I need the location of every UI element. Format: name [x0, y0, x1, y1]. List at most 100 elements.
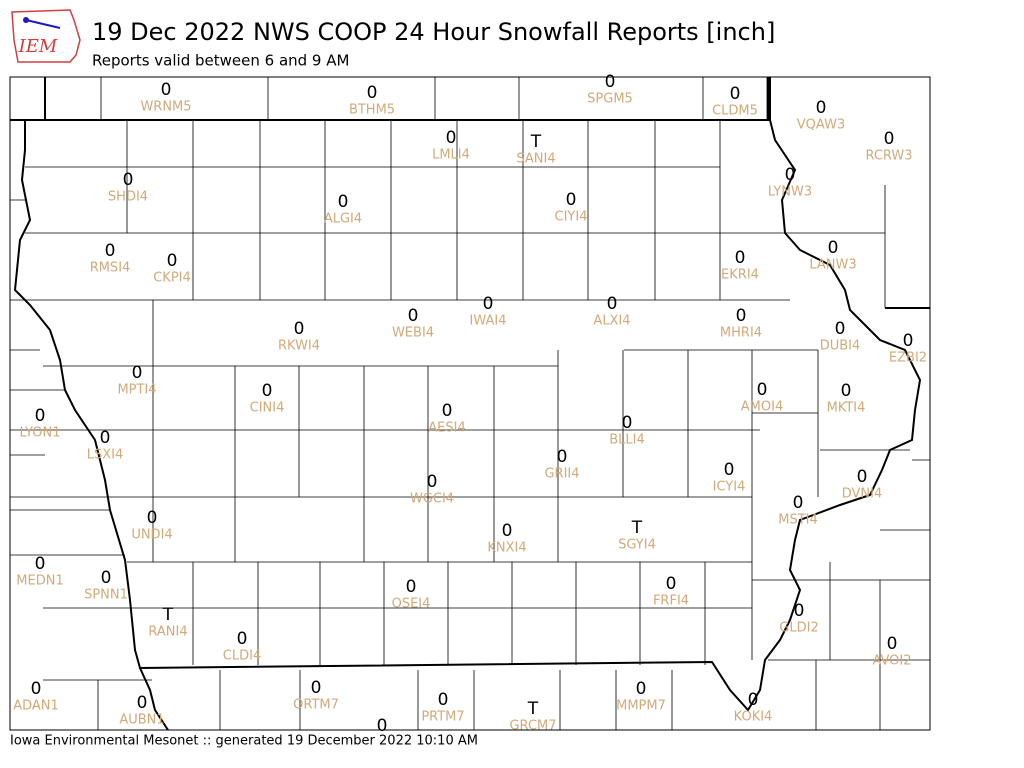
snowfall-value: 0: [622, 413, 633, 433]
snowfall-value: 0: [446, 128, 457, 148]
station-id: SPNN1: [84, 588, 128, 603]
station-id: KNXI4: [487, 541, 526, 556]
station-id: AMOI4: [741, 400, 783, 415]
station-id: MKTI4: [827, 401, 866, 416]
station-id: ADAN1: [13, 699, 59, 714]
station-id: AESI4: [428, 421, 465, 436]
snowfall-value: 0: [311, 678, 322, 698]
snowfall-value: 0: [757, 380, 768, 400]
snowfall-value: 0: [730, 84, 741, 104]
station-id: CINI4: [250, 401, 285, 416]
station-id: RKWI4: [278, 339, 320, 354]
station-id: SANI4: [516, 152, 555, 167]
snowfall-value: 0: [105, 241, 116, 261]
station-id: AVOI2: [872, 654, 911, 669]
station-id: OSEI4: [392, 597, 431, 612]
station-id: WRNM5: [140, 100, 191, 115]
map-frame: [9, 76, 931, 731]
station-id: ALGI4: [324, 212, 362, 227]
snowfall-value: 0: [427, 472, 438, 492]
station-id: EZBI2: [889, 351, 927, 366]
snowfall-value: T: [530, 132, 542, 152]
snowfall-value: 0: [748, 690, 759, 710]
snowfall-value: 0: [406, 577, 417, 597]
snowfall-value: 0: [884, 129, 895, 149]
snowfall-value: 0: [338, 192, 349, 212]
station-id: ORTM7: [293, 698, 339, 713]
station-id: RANI4: [148, 625, 187, 640]
station-id: MEDN1: [16, 574, 63, 589]
station-id: AUBN1: [119, 713, 164, 728]
snowfall-value: 0: [31, 679, 42, 699]
snowfall-value: 0: [793, 493, 804, 513]
station-id: MMPM7: [616, 699, 666, 714]
snowfall-value: T: [631, 518, 643, 538]
station-id: SPGM5: [587, 92, 633, 107]
snowfall-value: 0: [100, 428, 111, 448]
snowfall-value: 0: [147, 508, 158, 528]
footer: Iowa Environmental Mesonet :: generated …: [10, 734, 478, 749]
snowfall-value: 0: [294, 319, 305, 339]
snowfall-value: 0: [607, 294, 618, 314]
snowfall-value: 0: [841, 381, 852, 401]
station-id: EKRI4: [721, 268, 759, 283]
station-id: WEBI4: [392, 326, 434, 341]
station-id: LYNW3: [768, 185, 812, 200]
station-id: CLDM5: [712, 104, 758, 119]
station-id: LANW3: [809, 258, 856, 273]
snowfall-value: 0: [794, 601, 805, 621]
title: 19 Dec 2022 NWS COOP 24 Hour Snowfall Re…: [92, 18, 775, 46]
snowfall-value: 0: [123, 170, 134, 190]
station-id: ALXI4: [593, 314, 630, 329]
station: 0: [377, 716, 388, 736]
station-id: MPTI4: [117, 383, 156, 398]
snowfall-value: 0: [857, 467, 868, 487]
snowfall-value: 0: [132, 363, 143, 383]
snowfall-value: 0: [828, 238, 839, 258]
station-id: GLDI2: [779, 621, 818, 636]
station-id: CKPI4: [153, 271, 191, 286]
snowfall-value: 0: [724, 460, 735, 480]
basemap: [10, 77, 930, 730]
logo-text: IEM: [18, 36, 58, 57]
snowfall-value: 0: [735, 248, 746, 268]
snowfall-value: 0: [161, 80, 172, 100]
snowfall-value: 0: [35, 554, 46, 574]
station-id: GRCM7: [509, 719, 556, 734]
